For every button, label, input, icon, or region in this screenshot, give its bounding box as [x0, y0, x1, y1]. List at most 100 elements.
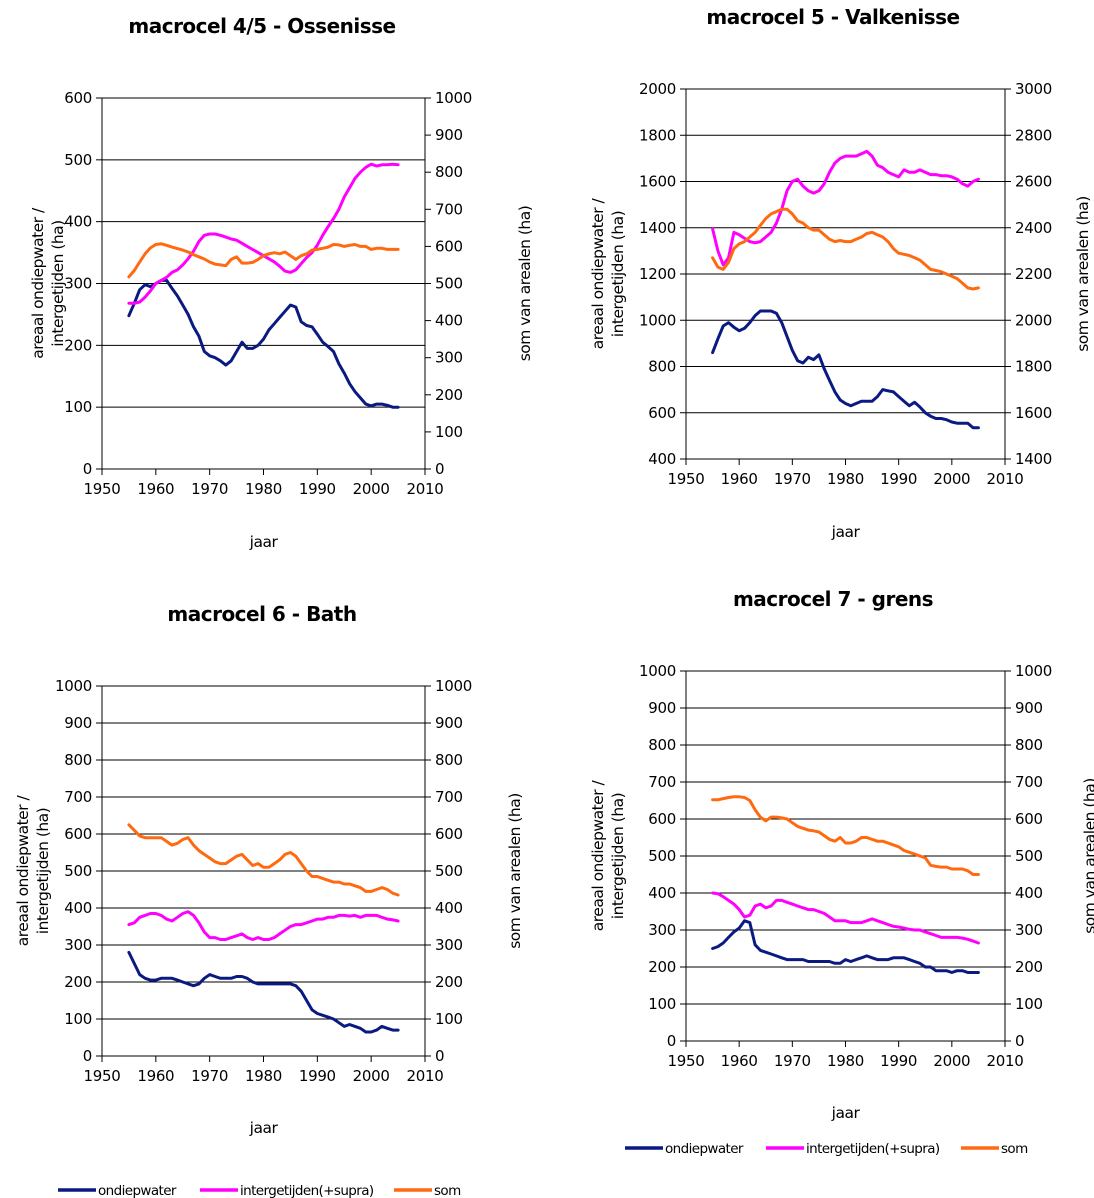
x-tick-label: 2010	[987, 470, 1024, 488]
y2-tick-label: 600	[435, 237, 463, 255]
series-line-som	[127, 823, 400, 897]
y-tick-label: 600	[648, 404, 676, 422]
legend-right: ondiepwater intergetijden(+supra) som	[625, 1141, 1028, 1157]
y-axis-label: areaal ondiepwater /	[589, 780, 607, 932]
x-tick-label: 1960	[137, 1067, 174, 1085]
y2-tick-label: 0	[1015, 1032, 1024, 1050]
y-axis-label: intergetijden (ha)	[609, 793, 627, 919]
x-tick-label: 1950	[668, 470, 705, 488]
y2-axis-label: som van arealen (ha)	[506, 793, 524, 949]
y-tick-label: 400	[648, 884, 676, 902]
y-tick-label: 900	[64, 714, 92, 732]
y2-tick-label: 1400	[1015, 450, 1052, 468]
y-tick-label: 800	[648, 736, 676, 754]
series-line-som	[711, 207, 980, 291]
series-line-som	[127, 242, 400, 279]
y-tick-label: 900	[648, 699, 676, 717]
x-tick-label: 1960	[137, 480, 174, 498]
y2-tick-label: 600	[1015, 810, 1043, 828]
y2-tick-label: 500	[1015, 847, 1043, 865]
y2-axis-label: som van arealen (ha)	[516, 206, 534, 362]
y2-tick-label: 800	[435, 751, 463, 769]
chart-title: macrocel 7 - grens	[733, 587, 933, 611]
y2-tick-label: 400	[435, 312, 463, 330]
y-tick-label: 600	[64, 89, 92, 107]
y2-tick-label: 1000	[435, 89, 472, 107]
y-axis-label: areaal ondiepwater /	[14, 795, 32, 947]
y2-tick-label: 400	[1015, 884, 1043, 902]
y-tick-label: 1400	[639, 219, 676, 237]
y-axis-label: areaal ondiepwater /	[589, 198, 607, 350]
y2-tick-label: 900	[1015, 699, 1043, 717]
legend-left: ondiepwater intergetijden(+supra) som	[58, 1183, 461, 1198]
y2-tick-label: 2200	[1015, 265, 1052, 283]
y-tick-label: 1200	[639, 265, 676, 283]
y2-tick-label: 200	[435, 973, 463, 991]
y2-tick-label: 500	[435, 862, 463, 880]
y2-tick-label: 2000	[1015, 311, 1052, 329]
series-line-intergetijden	[127, 910, 400, 941]
y-tick-label: 700	[64, 788, 92, 806]
y-tick-label: 500	[64, 151, 92, 169]
series-line-ondiepwater	[127, 278, 400, 409]
x-tick-label: 1990	[880, 1052, 917, 1070]
chart-title: macrocel 5 - Valkenisse	[706, 5, 959, 29]
y2-axis-label: som van arealen (ha)	[1081, 778, 1094, 934]
legend-left-intergetijden-label: intergetijden(+supra)	[240, 1183, 374, 1198]
y-tick-label: 400	[64, 899, 92, 917]
y2-tick-label: 100	[435, 1010, 463, 1028]
y2-tick-label: 700	[435, 200, 463, 218]
y-tick-label: 100	[64, 398, 92, 416]
y2-tick-label: 100	[435, 423, 463, 441]
y-tick-label: 300	[64, 275, 92, 293]
x-tick-label: 1960	[721, 1052, 758, 1070]
x-tick-label: 1990	[299, 1067, 336, 1085]
chart-valkenisse: macrocel 5 - Valkenisse 400 600 800 1000 1200…	[589, 5, 1092, 541]
y-tick-label: 200	[64, 336, 92, 354]
y2-tick-label: 300	[1015, 921, 1043, 939]
y-tick-label: 1000	[639, 662, 676, 680]
x-tick-label: 1970	[774, 1052, 811, 1070]
y2-tick-label: 3000	[1015, 80, 1052, 98]
y-axis-label: intergetijden (ha)	[49, 220, 67, 346]
y-tick-label: 800	[64, 751, 92, 769]
y-tick-label: 400	[64, 213, 92, 231]
y-tick-label: 1000	[639, 311, 676, 329]
y-tick-label: 600	[648, 810, 676, 828]
y2-tick-label: 700	[1015, 773, 1043, 791]
chart-ossenisse: macrocel 4/5 - Ossenisse 0 100 200 300 400 500…	[29, 14, 534, 551]
x-tick-label: 1980	[245, 1067, 282, 1085]
y2-tick-label: 2800	[1015, 126, 1052, 144]
x-tick-label: 1990	[880, 470, 917, 488]
y2-tick-label: 500	[435, 275, 463, 293]
y-tick-label: 1000	[55, 677, 92, 695]
y2-tick-label: 0	[435, 460, 444, 478]
x-tick-label: 1970	[774, 470, 811, 488]
x-tick-label: 1970	[191, 1067, 228, 1085]
x-tick-label: 1950	[84, 480, 121, 498]
y2-tick-label: 800	[1015, 736, 1043, 754]
series-line-ondiepwater	[711, 309, 980, 430]
chart-grens: macrocel 7 - grens 0 100 200 300 400 500 600 700…	[589, 587, 1094, 1122]
x-tick-label: 2010	[407, 480, 444, 498]
x-tick-label: 2000	[353, 480, 390, 498]
y-tick-label: 1800	[639, 126, 676, 144]
x-tick-label: 1980	[827, 1052, 864, 1070]
x-axis-label: jaar	[831, 523, 861, 541]
y-tick-label: 400	[648, 450, 676, 468]
y-tick-label: 500	[648, 847, 676, 865]
legend-left-ondiepwater-label: ondiepwater	[98, 1183, 177, 1198]
x-tick-label: 1950	[668, 1052, 705, 1070]
y-tick-label: 200	[64, 973, 92, 991]
y2-tick-label: 1000	[435, 677, 472, 695]
x-axis-label: jaar	[249, 533, 279, 551]
y-axis-label: intergetijden (ha)	[609, 211, 627, 337]
y-axis-label: intergetijden (ha)	[34, 808, 52, 934]
x-tick-label: 1950	[84, 1067, 121, 1085]
x-tick-label: 1980	[245, 480, 282, 498]
x-tick-label: 2000	[933, 1052, 970, 1070]
y2-axis-label: som van arealen (ha)	[1074, 196, 1092, 352]
y-tick-label: 1600	[639, 173, 676, 191]
series-line-som	[711, 795, 980, 876]
series-line-ondiepwater	[127, 950, 400, 1034]
